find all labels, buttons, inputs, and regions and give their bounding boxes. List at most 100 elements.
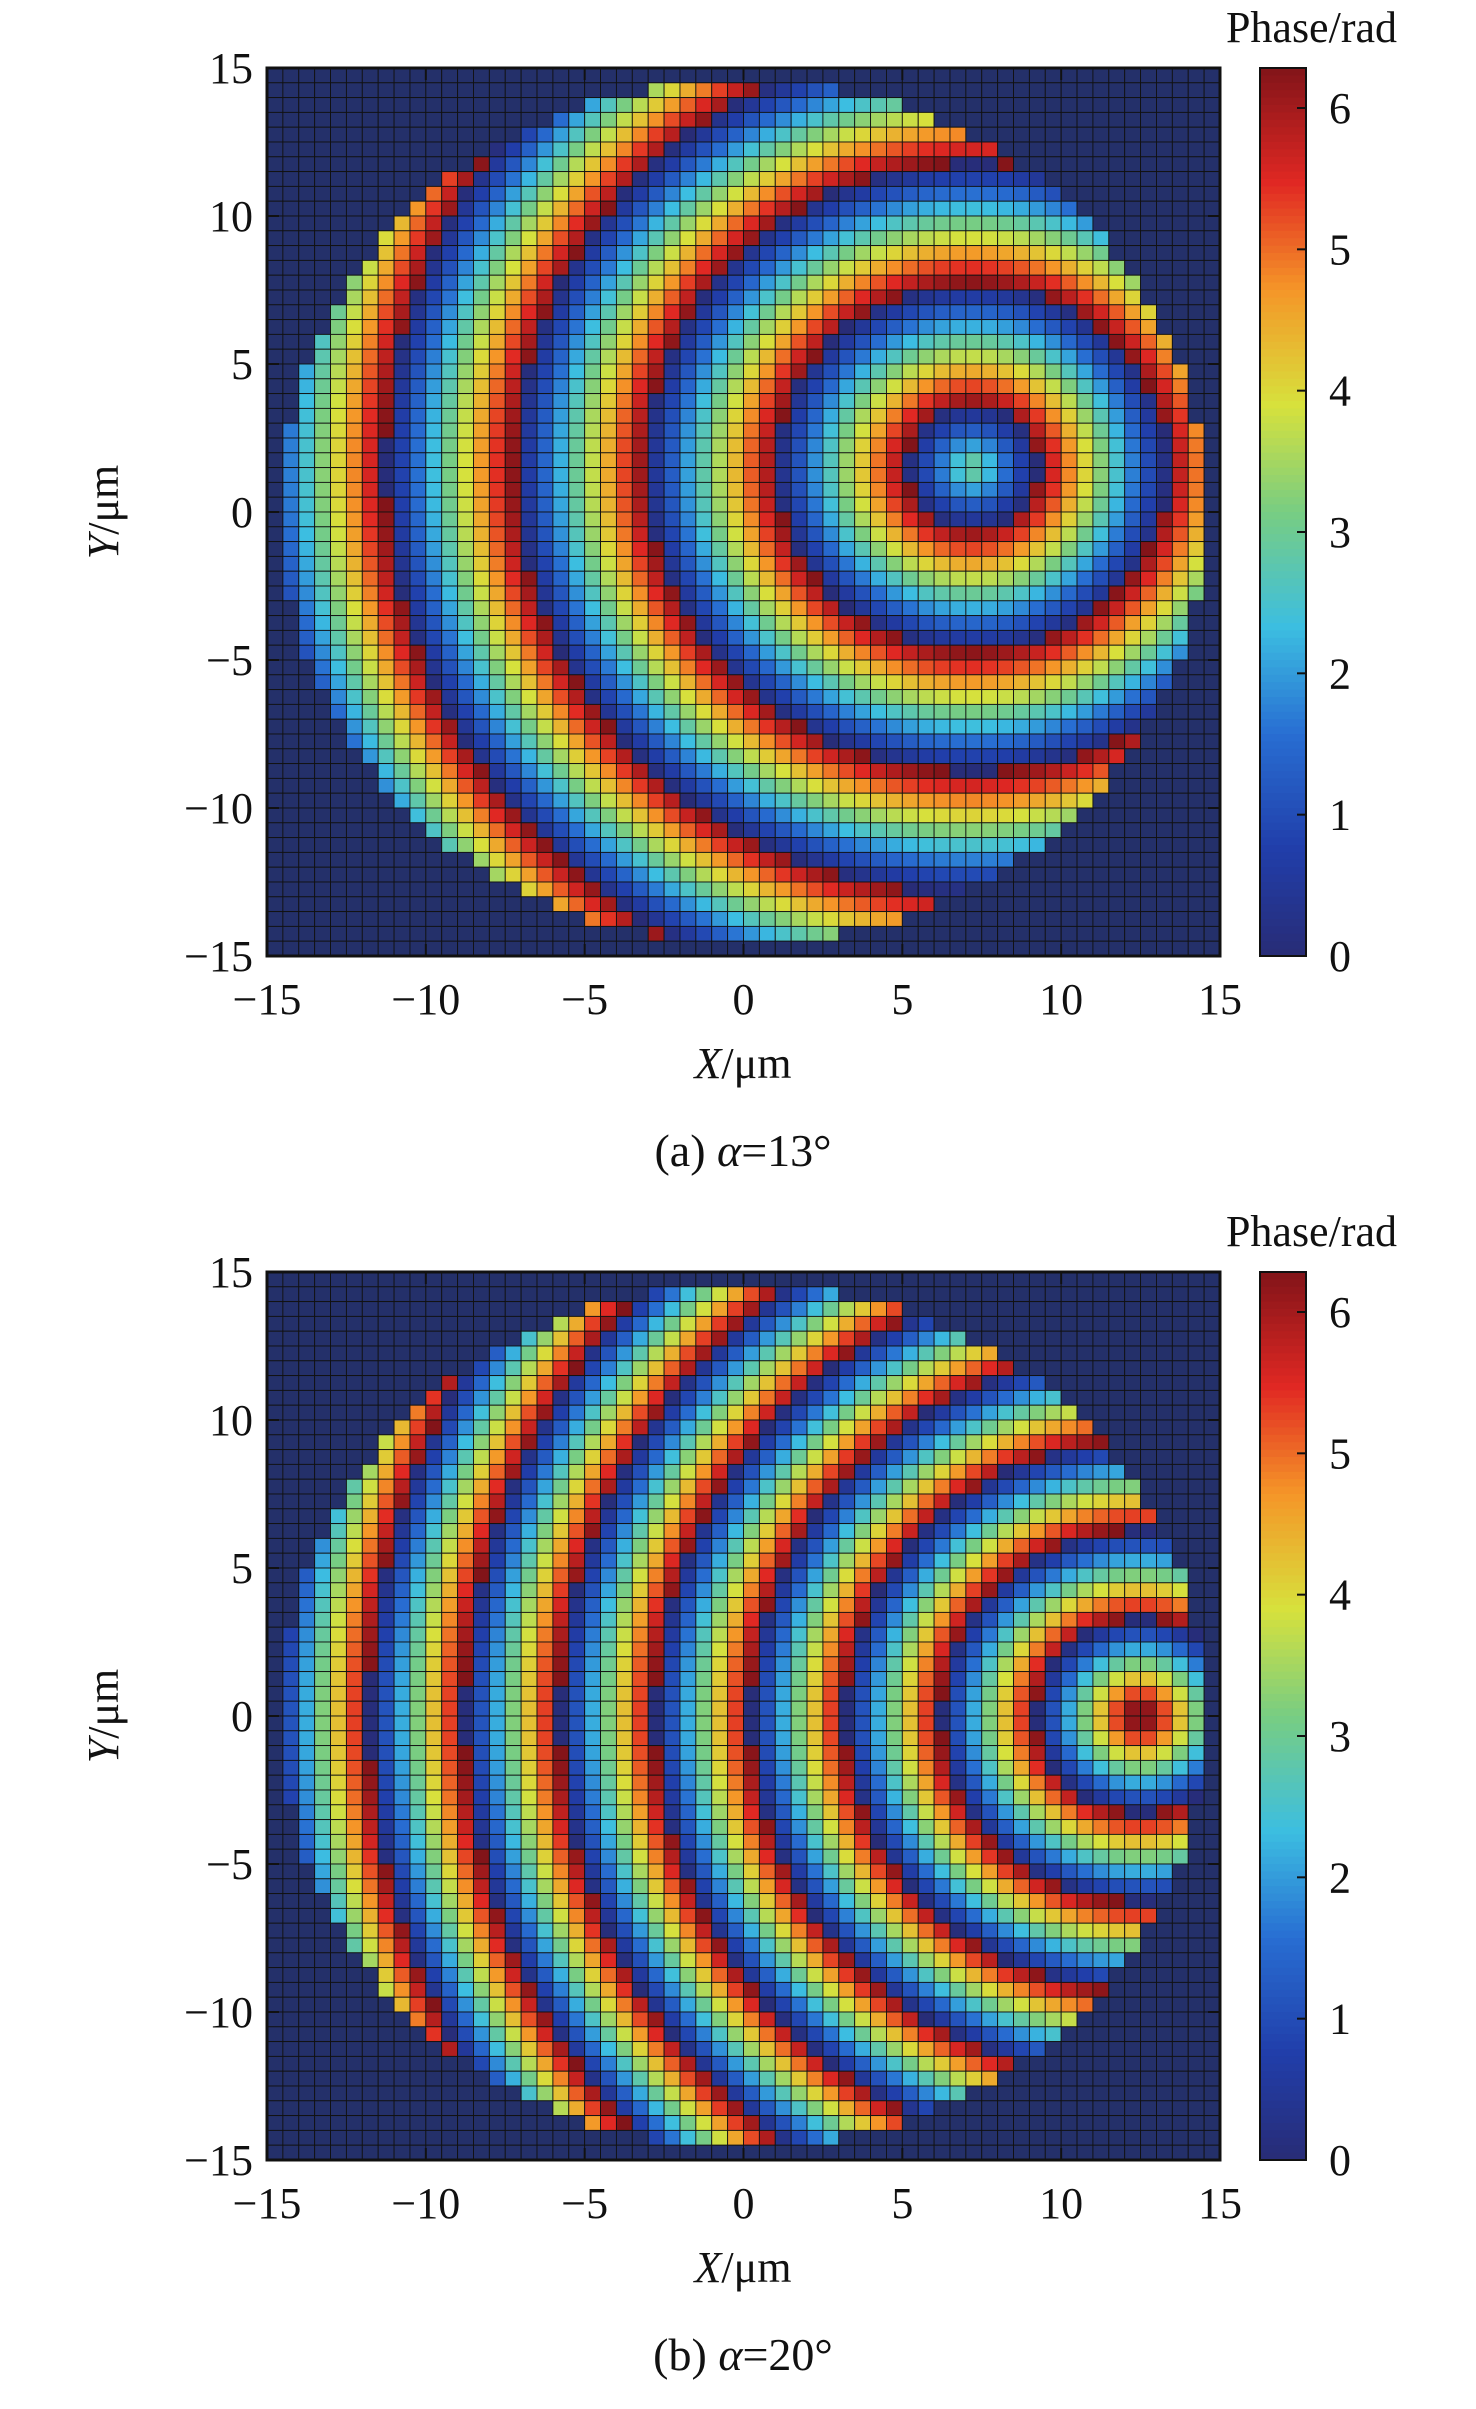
heatmap-cell [886,718,903,735]
heatmap-cell [504,555,522,572]
heatmap-cell [949,67,967,84]
heatmap-cell [441,378,459,395]
heatmap-cell [1124,896,1142,913]
heatmap-cell [282,659,300,676]
heatmap-cell [504,156,522,173]
heatmap-cell [298,215,316,232]
heatmap-cell [806,289,824,306]
heatmap-cell [330,82,347,99]
heatmap-cell [520,1301,538,1317]
heatmap-cell [981,541,999,557]
heatmap-cell [1076,185,1094,202]
heatmap-cell [806,111,824,128]
heatmap-cell [330,1848,347,1865]
heatmap-cell [1171,763,1189,779]
heatmap-cell [1076,111,1094,128]
heatmap-cell [1124,259,1142,276]
heatmap-cell [568,2011,586,2028]
heatmap-cell [473,911,490,927]
heatmap-cell [377,1656,395,1673]
heatmap-cell [504,141,522,158]
heatmap-cell [838,615,856,631]
heatmap-cell [965,511,983,528]
heatmap-cell [901,230,919,247]
heatmap-cell [679,940,697,957]
heatmap-cell [504,1389,522,1406]
heatmap-cell [1076,245,1094,261]
heatmap-cell [838,837,856,853]
heatmap-cell [1124,940,1142,957]
heatmap-cell [536,141,554,158]
heatmap-cell [568,1981,586,1998]
heatmap-cell [647,600,665,617]
heatmap-cell [298,97,316,113]
heatmap-cell [1092,467,1110,483]
heatmap-cell [965,703,983,720]
heatmap-cell [647,718,665,735]
heatmap-cell [441,1315,459,1332]
heatmap-cell [282,156,300,173]
heatmap-cell [1140,866,1157,883]
heatmap-cell [822,378,840,395]
heatmap-cell [600,541,617,557]
heatmap-cell [1187,200,1205,217]
heatmap-cell [409,851,427,868]
heatmap-cell [1187,171,1205,187]
heatmap-cell [870,481,887,498]
heatmap-cell [345,1463,363,1480]
heatmap-cell [981,896,999,913]
heatmap-cell [520,1715,538,1732]
heatmap-cell [488,1937,506,1954]
heatmap-cell [330,141,347,158]
heatmap-cell [727,925,744,942]
heatmap-cell [1060,200,1078,217]
heatmap-cell [345,748,363,765]
heatmap-cell [615,674,633,691]
heatmap-cell [695,940,713,957]
heatmap-cell [520,1922,538,1939]
heatmap-cell [345,1301,363,1317]
heatmap-cell [1203,97,1221,113]
heatmap-cell [1028,230,1046,247]
heatmap-cell [361,2129,379,2146]
heatmap-cell [854,141,872,158]
heatmap-cell [1140,851,1157,868]
heatmap-cell [504,1730,522,1747]
heatmap-cell [457,393,474,409]
heatmap-cell [520,407,538,424]
heatmap-cell [790,570,808,587]
heatmap-cell [330,1745,347,1761]
heatmap-cell [1124,925,1142,942]
heatmap-cell [568,1537,586,1554]
heatmap-cell [711,541,729,557]
heatmap-cell [425,1907,443,1924]
heatmap-cell [901,822,919,839]
heatmap-cell [409,703,427,720]
heatmap-cell [1171,718,1189,735]
heatmap-cell [933,703,951,720]
heatmap-cell [377,925,395,942]
heatmap-cell [790,185,808,202]
heatmap-cell [584,526,601,543]
heatmap-cell [615,437,633,454]
heatmap-cell [917,333,935,350]
heatmap-cell [298,1730,316,1747]
heatmap-cell [679,82,697,99]
heatmap-cell [1060,245,1078,261]
heatmap-cell [409,2100,427,2117]
heatmap-cell [552,541,570,557]
heatmap-cell [997,259,1014,276]
heatmap-cell [631,925,649,942]
heatmap-cell [1076,259,1094,276]
heatmap-cell [1013,585,1030,602]
heatmap-cell [695,481,713,498]
heatmap-cell [282,1848,300,1865]
heatmap-cell [520,659,538,676]
heatmap-cell [663,481,681,498]
heatmap-cell [488,348,506,365]
heatmap-cell [282,185,300,202]
heatmap-cell [425,1996,443,2013]
heatmap-cell [409,511,427,528]
heatmap-cell [488,1789,506,1806]
heatmap-cell [393,378,411,395]
